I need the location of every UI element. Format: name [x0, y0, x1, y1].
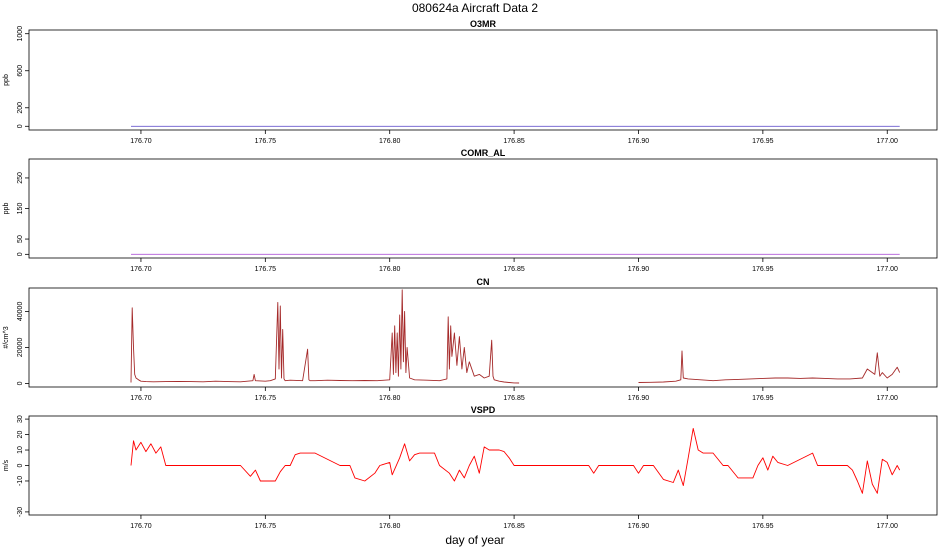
plot-frame — [28, 287, 938, 388]
x-tick-label: 176.80 — [379, 395, 401, 402]
x-tick-label: 176.80 — [379, 266, 401, 273]
x-tick-label: 176.70 — [130, 266, 152, 273]
y-tick-label: 0 — [17, 381, 24, 385]
x-tick-label: 176.80 — [379, 523, 401, 530]
x-tick-label: 176.95 — [752, 138, 774, 145]
x-tick-label: 176.85 — [503, 138, 525, 145]
panel-2: CN #/cm^3 0 20000 40000 176.70 176.75 176.80 176… — [3, 277, 938, 402]
x-tick-label: 177.00 — [877, 395, 899, 402]
x-tick-label: 176.95 — [752, 523, 774, 530]
x-tick-label: 176.75 — [255, 395, 277, 402]
panel-title: O3MR — [470, 19, 497, 29]
x-tick-label: 176.75 — [255, 266, 277, 273]
x-tick-label: 176.95 — [752, 266, 774, 273]
series-line — [638, 350, 901, 383]
y-tick-label: 10 — [17, 446, 24, 454]
y-axis-label: m/s — [3, 459, 10, 471]
panel-title: CN — [477, 277, 490, 287]
plot-frame — [28, 158, 938, 259]
y-tick-label: 40000 — [17, 302, 24, 322]
y-tick-label: 50 — [17, 235, 24, 243]
y-tick-label: 30 — [17, 415, 24, 423]
x-tick-label: 176.90 — [628, 523, 650, 530]
panel-title: VSPD — [471, 405, 496, 415]
y-tick-label: 0 — [17, 463, 24, 467]
x-tick-label: 176.90 — [628, 266, 650, 273]
y-tick-label: 0 — [17, 252, 24, 256]
y-tick-label: 20000 — [17, 338, 24, 358]
y-tick-label: 200 — [17, 102, 24, 114]
y-axis-label: #/cm^3 — [3, 326, 10, 348]
panel-3: VSPD m/s -30 -10 0 10 20 30 176.70 176.75 176.80 17… — [3, 405, 938, 530]
x-tick-label: 176.90 — [628, 395, 650, 402]
x-tick-label: 176.70 — [130, 395, 152, 402]
panel-0: O3MR ppb 0 200 600 1000 176.70 176.75 176.80 176.… — [3, 19, 938, 145]
x-tick-label: 177.00 — [877, 138, 899, 145]
x-tick-label: 177.00 — [877, 523, 899, 530]
x-tick-label: 176.85 — [503, 523, 525, 530]
y-tick-label: 250 — [17, 172, 24, 184]
x-tick-label: 176.85 — [503, 395, 525, 402]
x-tick-label: 176.95 — [752, 395, 774, 402]
series-line — [130, 427, 901, 494]
x-tick-label: 176.80 — [379, 138, 401, 145]
y-tick-label: -30 — [17, 507, 24, 517]
x-axis-title: day of year — [445, 533, 504, 547]
x-tick-label: 176.75 — [255, 138, 277, 145]
x-tick-label: 176.85 — [503, 266, 525, 273]
y-axis-label: ppb — [3, 74, 10, 86]
y-tick-label: 600 — [17, 65, 24, 77]
x-tick-label: 176.70 — [130, 523, 152, 530]
x-tick-label: 176.90 — [628, 138, 650, 145]
y-tick-label: 20 — [17, 431, 24, 439]
x-tick-label: 176.70 — [130, 138, 152, 145]
x-tick-label: 176.75 — [255, 523, 277, 530]
y-tick-label: 0 — [17, 124, 24, 128]
series-line — [130, 289, 520, 384]
y-tick-label: 1000 — [17, 26, 24, 42]
x-tick-label: 177.00 — [877, 266, 899, 273]
plot-frame — [28, 29, 938, 131]
y-tick-label: 150 — [17, 203, 24, 215]
y-tick-label: -10 — [17, 476, 24, 486]
plot-frame — [28, 415, 938, 516]
figure-title: 080624a Aircraft Data 2 — [412, 1, 538, 15]
y-axis-label: ppb — [3, 203, 10, 215]
panel-title: COMR_AL — [461, 148, 506, 158]
